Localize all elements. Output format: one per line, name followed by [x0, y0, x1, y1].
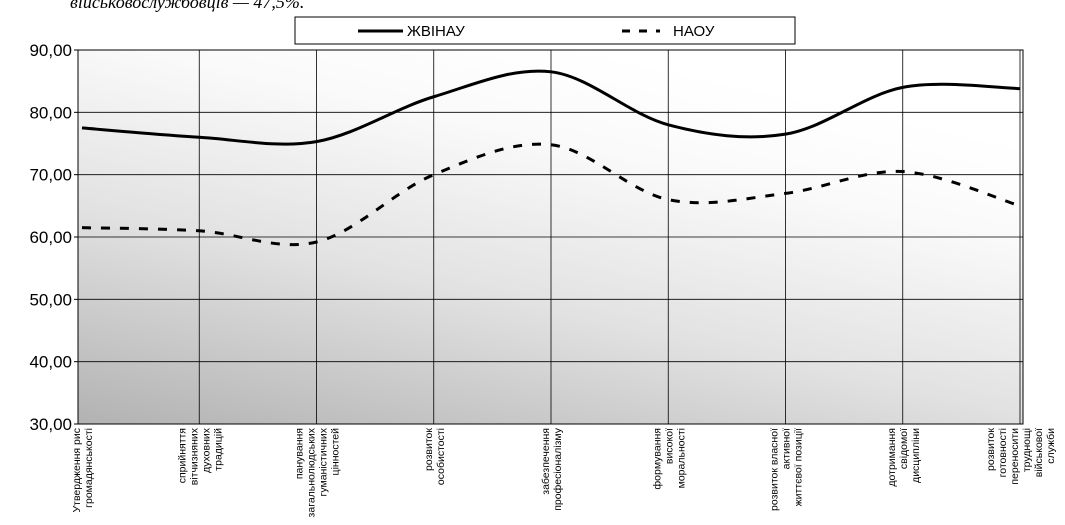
x-tick-label: дотримання свідомої дисципліни	[886, 428, 922, 487]
y-axis: 30,00 40,00 50,00 60,00 70,00 80,00 90,00	[29, 41, 78, 434]
y-tick-label: 40,00	[29, 353, 72, 372]
x-tick-label-line: дисципліни	[910, 428, 922, 483]
y-tick-label: 80,00	[29, 103, 72, 122]
x-tick-label: розвиток особистості	[423, 428, 447, 486]
x-tick-label-line: гуманістичних	[318, 427, 330, 496]
x-tick-label-line: труднощі	[1021, 428, 1033, 472]
x-tick-label: розвиток готовності переносити труднощі війс…	[985, 428, 1057, 485]
x-tick-label-line: дотримання	[886, 428, 898, 487]
legend: ЖВІНАУ НАОУ	[294, 16, 796, 45]
x-tick-label: панування загальнолюдських гуманістичних ці…	[294, 427, 342, 517]
x-tick-label-line: традицій	[212, 428, 224, 471]
series-line-naou	[81, 142, 1021, 247]
x-tick-label-line: професіоналізму	[552, 427, 564, 511]
x-tick-label: забезпечення професіоналізму	[540, 427, 564, 511]
x-tick-label-line: формування	[651, 428, 663, 490]
y-tick-label: 30,00	[29, 415, 72, 434]
x-tick-label-line: життєвої позиції	[793, 428, 805, 506]
x-tick-label-line: готовності	[997, 428, 1009, 477]
series-line-zhvinau	[81, 69, 1021, 146]
x-tick-label: Утвердження рис громадянськості	[71, 428, 95, 513]
header-fragment: військовослужбовців — 47,5%.	[70, 0, 304, 12]
y-tick-label: 60,00	[29, 228, 72, 247]
gridlines	[78, 49, 1023, 425]
x-tick-label-line: розвиток	[985, 428, 997, 471]
x-tick-label-line: високої	[663, 428, 675, 464]
x-tick-label-line: особистості	[435, 428, 447, 485]
y-tick-label: 70,00	[29, 166, 72, 185]
legend-label-naou: НАОУ	[673, 23, 715, 40]
x-tick-label-line: свідомої	[898, 428, 910, 469]
x-tick-label-line: розвиток власної	[769, 428, 781, 511]
legend-label-zhvinau: ЖВІНАУ	[407, 23, 465, 40]
x-tick-label-line: сприйняття	[176, 428, 188, 483]
x-tick-label-line: моральності	[675, 428, 687, 488]
x-tick-label-line: служби	[1045, 428, 1057, 464]
x-tick-label-line: панування	[294, 428, 306, 479]
series-layer	[81, 69, 1021, 247]
x-axis: Утвердження рис громадянськості сприйняття…	[71, 427, 1057, 517]
x-tick-label-line: військової	[1033, 428, 1045, 477]
x-tick-label-line: Утвердження рис	[71, 428, 83, 513]
x-tick-label: сприйняття вітчизняних духовних традицій	[176, 427, 224, 485]
x-tick-label-line: загальнолюдських	[306, 427, 318, 517]
y-tick-label: 50,00	[29, 290, 72, 309]
x-tick-label: формування високої моральності	[651, 428, 687, 490]
x-tick-label-line: духовних	[200, 427, 212, 473]
x-tick-label-line: переносити	[1009, 428, 1021, 485]
y-tick-label: 90,00	[29, 41, 72, 60]
x-tick-label-line: активної	[781, 428, 793, 469]
x-tick-label-line: вітчизняних	[188, 427, 200, 485]
x-tick-label-line: цінностей	[330, 428, 342, 476]
x-tick-label: розвиток власної активної життєвої позиції	[769, 428, 805, 511]
x-tick-label-line: громадянськості	[83, 428, 95, 508]
x-tick-label-line: розвиток	[423, 428, 435, 471]
x-tick-label-line: забезпечення	[540, 428, 552, 495]
